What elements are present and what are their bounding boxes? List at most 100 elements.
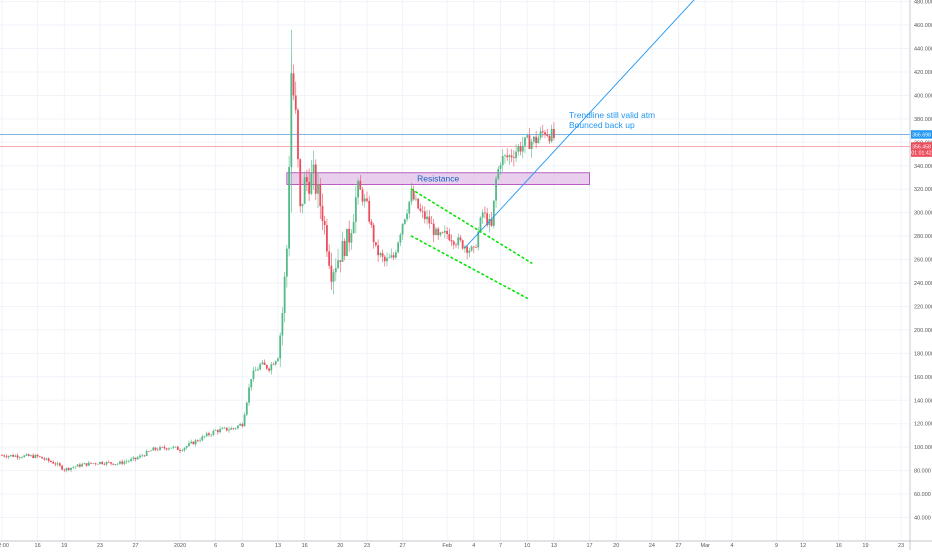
y-tick-label: 320.000 xyxy=(914,187,932,193)
candle-body xyxy=(299,159,302,207)
y-tick-label: 460.000 xyxy=(914,23,932,29)
resistance-label[interactable]: Resistance xyxy=(417,174,459,184)
y-tick-label: 340.000 xyxy=(914,164,932,170)
y-tick-label: 480.000 xyxy=(914,0,932,6)
x-tick-label: 13 xyxy=(275,543,281,549)
candle-body xyxy=(332,272,335,282)
candle-body xyxy=(67,468,70,470)
candle-body xyxy=(41,456,43,459)
candle-body xyxy=(361,189,364,202)
price-badge-blue xyxy=(911,130,932,139)
candle-body xyxy=(188,443,190,447)
candle-body xyxy=(490,218,493,226)
candle-body xyxy=(5,456,8,458)
candle-body xyxy=(484,212,486,214)
candle-body xyxy=(368,200,371,222)
candle-body xyxy=(292,73,295,96)
candle-body xyxy=(54,463,57,465)
candle-body xyxy=(12,455,15,457)
candle-body xyxy=(21,457,23,458)
candle-body xyxy=(16,455,19,458)
candle-body xyxy=(323,221,326,226)
candle-body xyxy=(515,151,517,159)
resistance-zone[interactable] xyxy=(286,172,590,185)
x-tick-label: 13 xyxy=(551,543,557,549)
trendline[interactable] xyxy=(464,0,714,249)
candle-body xyxy=(537,137,540,144)
trendline-note-line[interactable]: Trendline still valid atm xyxy=(569,110,655,120)
candle-body xyxy=(281,313,284,336)
candle-body xyxy=(81,464,84,467)
x-tick-label: Mar xyxy=(701,543,711,549)
candle-body xyxy=(147,451,150,452)
candle-body xyxy=(23,455,26,458)
candle-body xyxy=(419,208,422,211)
channel-upper-line[interactable] xyxy=(410,188,533,264)
candle-body xyxy=(45,458,48,460)
candle-body xyxy=(475,247,477,248)
x-tick-label: 10 xyxy=(524,543,530,549)
candle-body xyxy=(123,461,126,464)
y-tick-label: 220.000 xyxy=(914,304,932,310)
candle-body xyxy=(179,450,181,452)
drawings[interactable] xyxy=(410,0,714,300)
candle-body xyxy=(214,430,217,431)
annotations[interactable]: Resistance Trendline still valid atmBounc… xyxy=(417,110,655,184)
candle-body xyxy=(452,241,455,245)
candle-body xyxy=(27,454,30,457)
y-tick-label: 300.000 xyxy=(914,211,932,217)
candle-body xyxy=(363,198,366,202)
resistance-zone-group[interactable] xyxy=(286,172,590,185)
candle-body xyxy=(85,463,88,466)
price-badge-blue-label: 366.698 xyxy=(912,132,931,138)
x-tick-label: 9 xyxy=(241,543,244,549)
candle-body xyxy=(234,428,237,429)
candle-body xyxy=(99,461,101,464)
x-tick-label: 19 xyxy=(61,543,67,549)
candle-body xyxy=(352,221,355,234)
candle-body xyxy=(354,197,357,222)
trendline-note-line[interactable]: Bounced back up xyxy=(569,120,635,130)
candle-body xyxy=(38,456,41,457)
candle-body xyxy=(230,428,233,430)
candle-body xyxy=(317,184,319,194)
candle-body xyxy=(219,428,221,433)
candle-body xyxy=(450,240,453,242)
candle-body xyxy=(294,95,297,110)
candle-body xyxy=(310,173,313,194)
candles xyxy=(1,29,555,473)
candle-body xyxy=(415,198,417,200)
candle-body xyxy=(141,455,144,457)
candle-body xyxy=(116,463,119,465)
candle-body xyxy=(70,467,72,470)
candle-body xyxy=(308,181,311,194)
candle-body xyxy=(521,145,524,152)
y-tick-label: 280.000 xyxy=(914,234,932,240)
candle-body xyxy=(132,457,135,459)
countdown-badge-label: 01:01:42 xyxy=(911,151,931,157)
candle-body xyxy=(65,468,68,471)
candle-body xyxy=(119,461,121,464)
candle-body xyxy=(114,464,117,465)
candle-body xyxy=(274,361,277,365)
candle-body xyxy=(121,461,124,464)
y-tick-label: 200.000 xyxy=(914,328,932,334)
channel-lower-line[interactable] xyxy=(410,235,529,300)
candle-body xyxy=(550,128,553,142)
candle-body xyxy=(150,450,153,452)
y-tick-label: 120.000 xyxy=(914,422,932,428)
candle-body xyxy=(321,206,324,222)
candle-body xyxy=(501,156,504,166)
candle-body xyxy=(439,232,442,236)
x-tick-label: 23 xyxy=(898,543,904,549)
candle-body xyxy=(265,364,268,369)
candle-body xyxy=(172,446,175,448)
candle-body xyxy=(32,455,35,458)
candle-body xyxy=(261,362,264,365)
y-tick-label: 380.000 xyxy=(914,117,932,123)
x-tick-label: 17 xyxy=(586,543,592,549)
candle-body xyxy=(477,231,480,248)
